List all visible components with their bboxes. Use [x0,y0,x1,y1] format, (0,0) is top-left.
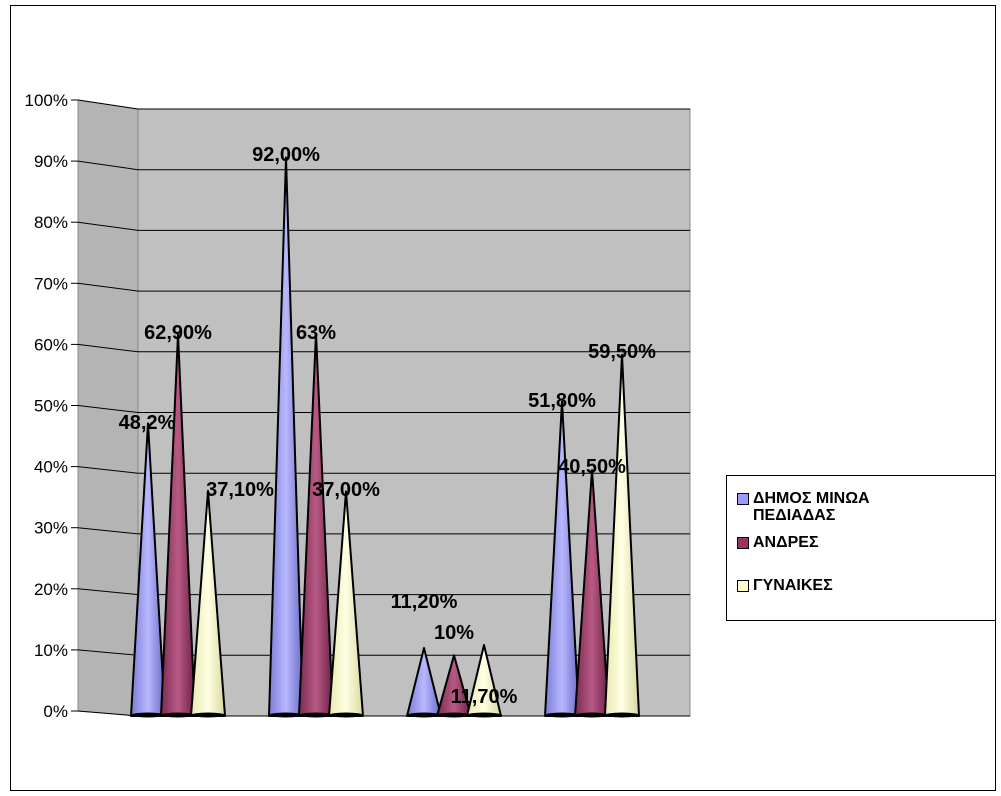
gridline-side [77,99,139,110]
legend-label-gynaikes: ΓΥΝΑΙΚΕΣ [753,577,833,594]
cones [130,156,640,718]
cone-base-s2-c1 [329,712,363,718]
y-tick-label: 40% [34,458,68,477]
data-label-s1-c0: 62,90% [144,322,212,344]
gridline-side [77,466,139,474]
legend-swatch-andres [737,537,749,549]
data-label-s0-c1: 92,00% [252,144,320,166]
y-tick-label: 90% [34,152,68,171]
data-label-s2-c2: 11,70% [451,686,518,708]
cone-base-s2-c3 [605,712,639,718]
data-label-s2-c1: 37,00% [312,479,380,501]
y-tick-label: 70% [34,274,68,293]
cone-base-s1-c3 [575,712,609,718]
y-tick-label: 100% [25,91,68,110]
gridline-side [77,221,139,231]
legend: ΔΗΜΟΣ ΜΙΝΩΑ ΠΕΔΙΑΔΑΣ ΑΝΔΡΕΣ ΓΥΝΑΙΚΕΣ [726,475,996,621]
legend-item-dimos: ΔΗΜΟΣ ΜΙΝΩΑ ΠΕΔΙΑΔΑΣ [737,490,953,524]
gridline-side [77,282,139,292]
legend-swatch-gynaikes [737,580,749,592]
y-tick-label: 10% [34,641,68,660]
side-wall [77,99,139,717]
y-tick-label: 50% [34,397,68,416]
y-tick-label: 80% [34,213,68,232]
gridline-side [77,649,139,656]
cone-base-s2-c2 [467,712,501,718]
gridline-side [77,405,139,413]
y-tick-label: 0% [43,702,68,721]
cone-base-s1-c0 [161,712,195,718]
y-axis-ticks: 0% 10% 20% 30% 40% 50% 60% 70% 80% 90% 100% [25,91,78,721]
cone-base-s0-c0 [131,712,165,718]
cone-base-s1-c1 [299,712,333,718]
gridline-side [77,527,139,535]
data-label-s0-c2: 11,20% [391,591,458,613]
data-labels: 48,2% 92,00% 11,20% 51,80% 62,90% 63% 10% 40,50… [119,144,656,708]
cone-base-s0-c2 [407,712,441,718]
legend-item-andres: ΑΝΔΡΕΣ [737,534,953,551]
y-tick-label: 20% [34,580,68,599]
data-label-s1-c1: 63% [296,322,336,344]
data-label-s1-c3: 40,50% [558,456,626,478]
cone-base-s2-c0 [191,712,225,718]
legend-item-gynaikes: ΓΥΝΑΙΚΕΣ [737,577,953,594]
cone-base-s1-c2 [437,712,471,718]
data-label-s2-c3: 59,50% [588,341,656,363]
gridline-side [77,160,139,171]
y-tick-label: 60% [34,335,68,354]
gridline-side [77,343,139,353]
y-tick-label: 30% [34,519,68,538]
legend-label-dimos: ΔΗΜΟΣ ΜΙΝΩΑ ΠΕΔΙΑΔΑΣ [753,490,870,524]
data-label-s0-c0: 48,2% [119,412,176,434]
data-label-s1-c2: 10% [434,622,474,644]
legend-swatch-dimos [737,493,749,505]
gridline-side [77,710,139,717]
data-label-s0-c3: 51,80% [528,390,596,412]
cone-base-s0-c3 [545,712,579,718]
cone-base-s0-c1 [269,712,303,718]
legend-label-andres: ΑΝΔΡΕΣ [753,534,819,551]
gridline-side [77,588,139,596]
data-label-s2-c0: 37,10% [206,479,274,501]
